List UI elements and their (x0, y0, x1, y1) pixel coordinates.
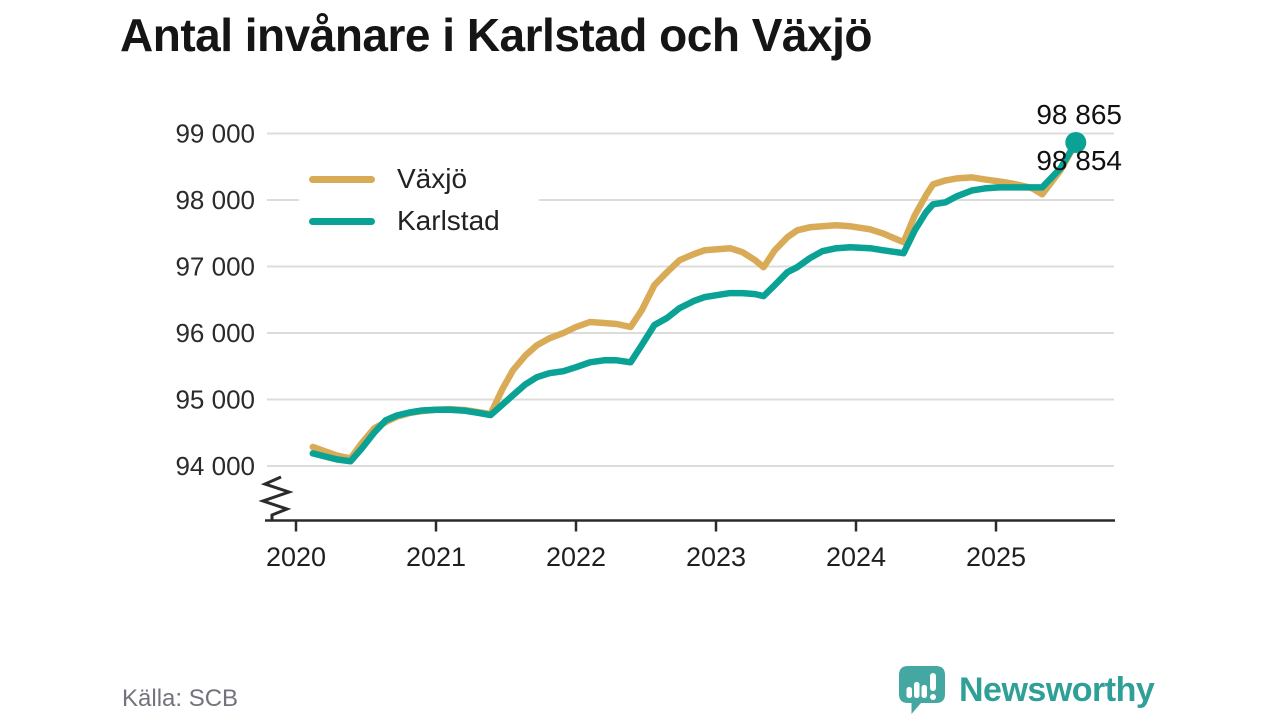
legend-item-vaxjo: Växjö (309, 158, 529, 200)
speech-bubble-bar-chart-icon (899, 665, 945, 714)
y-tick-label: 98 000 (175, 185, 255, 215)
legend-label-karlstad: Karlstad (397, 205, 500, 236)
newsworthy-wordmark: Newsworthy (959, 670, 1155, 709)
x-tick-label: 2020 (266, 542, 326, 572)
chart-title: Antal invånare i Karlstad och Växjö (120, 9, 872, 61)
y-tick-label: 94 000 (175, 451, 255, 481)
y-tick-label: 97 000 (175, 252, 255, 282)
x-tick-label: 2024 (826, 542, 886, 572)
latest-point-dot (1065, 131, 1087, 153)
legend: Växjö Karlstad (299, 152, 539, 248)
y-tick-label: 95 000 (175, 385, 255, 415)
vaxjo-end-value-label: 98 854 (1036, 145, 1122, 176)
x-tick-label: 2025 (966, 542, 1026, 572)
karlstad-line-swatch (309, 217, 375, 225)
x-tick-label: 2021 (406, 542, 466, 572)
y-axis-break-icon (258, 475, 294, 520)
source-caption: Källa: SCB (122, 685, 239, 712)
x-tick-label: 2023 (686, 542, 746, 572)
newsworthy-logo: Newsworthy (897, 663, 1155, 717)
legend-label-vaxjo: Växjö (397, 163, 468, 194)
y-tick-label: 99 000 (175, 119, 255, 149)
y-tick-label: 96 000 (175, 318, 255, 348)
vaxjo-line-swatch (309, 175, 375, 183)
line-karlstad (309, 139, 1080, 465)
karlstad-end-value-label: 98 865 (1036, 99, 1122, 130)
legend-item-karlstad: Karlstad (309, 200, 529, 242)
x-tick-label: 2022 (546, 542, 606, 572)
